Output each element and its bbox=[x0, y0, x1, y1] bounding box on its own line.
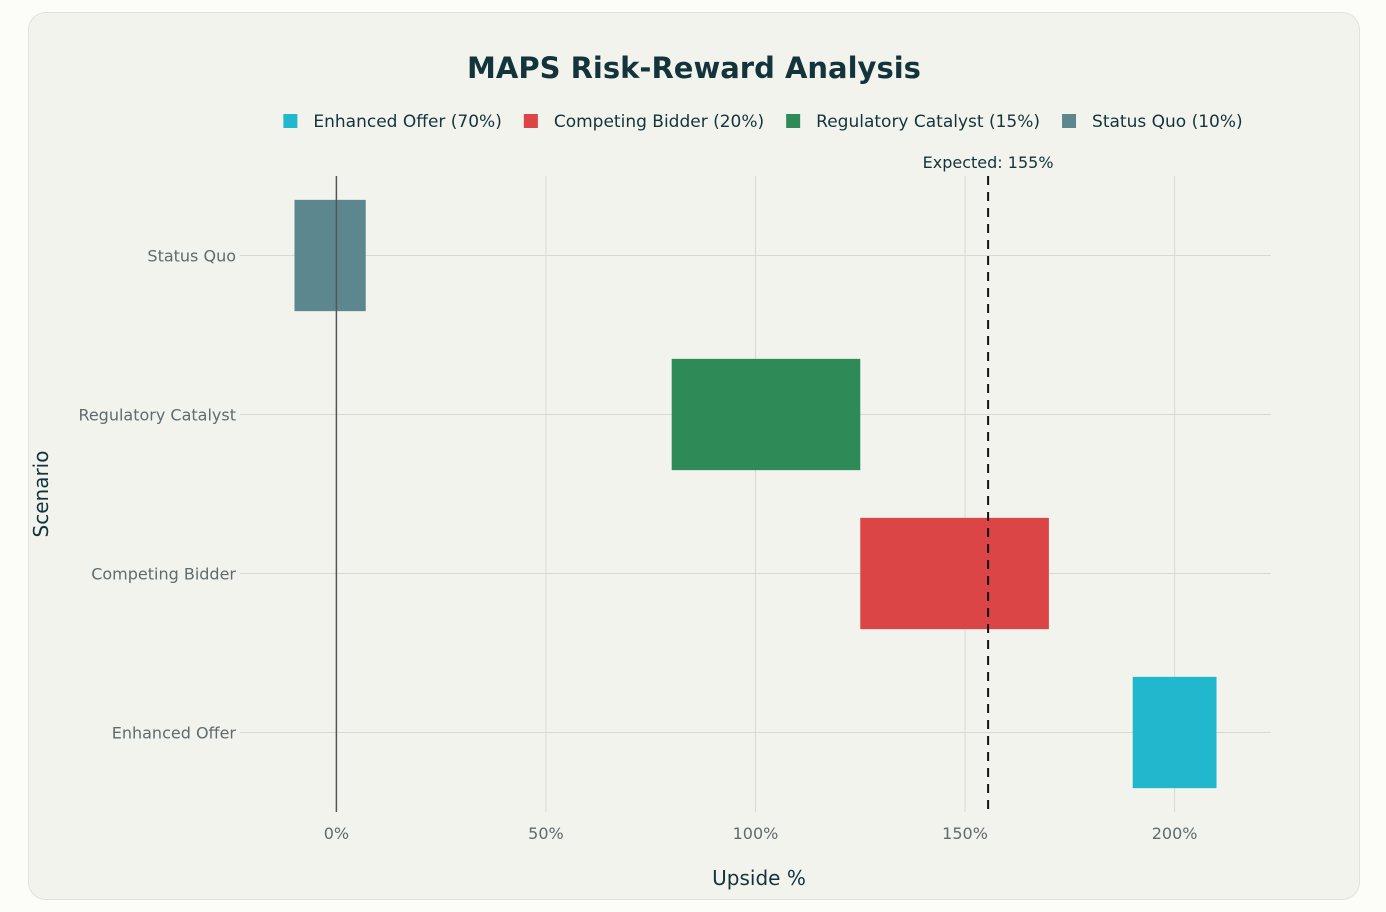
chart-title: MAPS Risk-Reward Analysis bbox=[467, 51, 921, 85]
y-axis-title: Scenario bbox=[29, 451, 53, 538]
legend-item[interactable]: Competing Bidder (20%) bbox=[523, 112, 764, 132]
x-axis-title: Upside % bbox=[712, 866, 806, 890]
bars bbox=[294, 199, 1217, 789]
grid bbox=[240, 176, 1271, 812]
bar-enhanced-offer bbox=[1132, 676, 1217, 789]
bar-regulatory-catalyst bbox=[671, 358, 861, 471]
legend-label: Competing Bidder (20%) bbox=[554, 112, 764, 132]
x-tick-label: 50% bbox=[528, 824, 564, 843]
expected-value-label: Expected: 155% bbox=[923, 153, 1054, 172]
legend-item[interactable]: Regulatory Catalyst (15%) bbox=[786, 112, 1040, 132]
x-tick-label: 150% bbox=[942, 824, 988, 843]
legend-swatch bbox=[786, 114, 801, 128]
y-tick-label: Regulatory Catalyst bbox=[78, 406, 236, 425]
x-axis-ticks: 0% 50% 100% 150% 200% bbox=[324, 824, 1198, 843]
y-axis-ticks: Status Quo Regulatory Catalyst Competing B… bbox=[78, 247, 236, 743]
x-tick-label: 100% bbox=[733, 824, 779, 843]
legend-swatch bbox=[1062, 114, 1077, 128]
x-tick-label: 200% bbox=[1152, 824, 1198, 843]
bar-status-quo bbox=[294, 199, 366, 312]
legend-item[interactable]: Status Quo (10%) bbox=[1062, 112, 1243, 132]
y-tick-label: Enhanced Offer bbox=[112, 724, 237, 743]
y-tick-label: Status Quo bbox=[147, 247, 236, 266]
reference-lines: Expected: 155% bbox=[335, 153, 1054, 812]
bar-competing-bidder bbox=[860, 517, 1049, 630]
y-tick-label: Competing Bidder bbox=[91, 565, 236, 584]
legend-item[interactable]: Enhanced Offer (70%) bbox=[283, 112, 502, 132]
legend: Enhanced Offer (70%) Competing Bidder (20… bbox=[283, 112, 1243, 132]
x-tick-label: 0% bbox=[324, 824, 349, 843]
legend-label: Enhanced Offer (70%) bbox=[313, 112, 501, 132]
legend-label: Regulatory Catalyst (15%) bbox=[816, 112, 1040, 132]
legend-swatch bbox=[523, 114, 538, 128]
legend-swatch bbox=[283, 114, 298, 128]
legend-label: Status Quo (10%) bbox=[1092, 112, 1243, 132]
